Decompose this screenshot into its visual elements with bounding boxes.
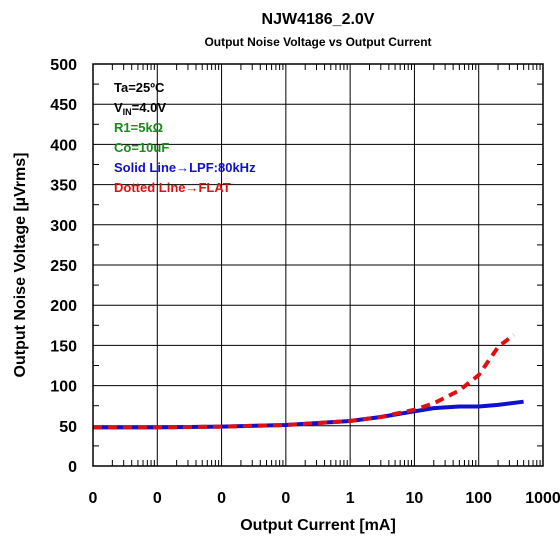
x-tick-label: 100 xyxy=(465,490,492,507)
series-layer xyxy=(93,333,524,430)
annotation-line: Solid Line→LPF:80kHz xyxy=(114,160,256,175)
x-axis-label: Output Current [mA] xyxy=(240,517,396,534)
y-tick-label: 450 xyxy=(50,97,77,114)
chart-title: NJW4186_2.0V xyxy=(262,11,375,28)
y-tick-label: 100 xyxy=(50,379,77,396)
chart-subtitle: Output Noise Voltage vs Output Current xyxy=(204,35,431,49)
x-tick-label: 10 xyxy=(406,490,424,507)
y-tick-label: 250 xyxy=(50,258,77,275)
annotation-block: Ta=25ºC VIN=4.0V R1=5kΩ Co=10uF Solid Line→L… xyxy=(114,80,256,195)
annotation-line: Dotted Line→FLAT xyxy=(114,180,231,195)
y-axis-label: Output Noise Voltage [µVrms] xyxy=(12,153,29,378)
annotation-line: Ta=25ºC xyxy=(114,80,165,95)
y-tick-label: 150 xyxy=(50,338,77,355)
annotation-line: VIN=4.0V xyxy=(114,100,166,117)
y-tick-label: 350 xyxy=(50,178,77,195)
y-tick-label: 200 xyxy=(50,298,77,315)
x-tick-label: 1 xyxy=(346,490,355,507)
x-tick-label: 1000 xyxy=(525,490,560,507)
plot-frame xyxy=(92,63,544,467)
y-tick-label: 50 xyxy=(59,419,77,436)
annotation-line: Co=10uF xyxy=(114,140,169,155)
x-tick-label: 0 xyxy=(89,490,98,507)
y-tick-label: 400 xyxy=(50,137,77,154)
series-line-dotted xyxy=(93,333,515,430)
y-tick-label: 500 xyxy=(50,57,77,74)
x-tick-label: 0 xyxy=(217,490,226,507)
x-tick-label: 0 xyxy=(153,490,162,507)
y-tick-label: 300 xyxy=(50,218,77,235)
annotation-line: R1=5kΩ xyxy=(114,120,163,135)
y-tick-label: 0 xyxy=(68,459,77,476)
x-tick-label: 0 xyxy=(281,490,290,507)
